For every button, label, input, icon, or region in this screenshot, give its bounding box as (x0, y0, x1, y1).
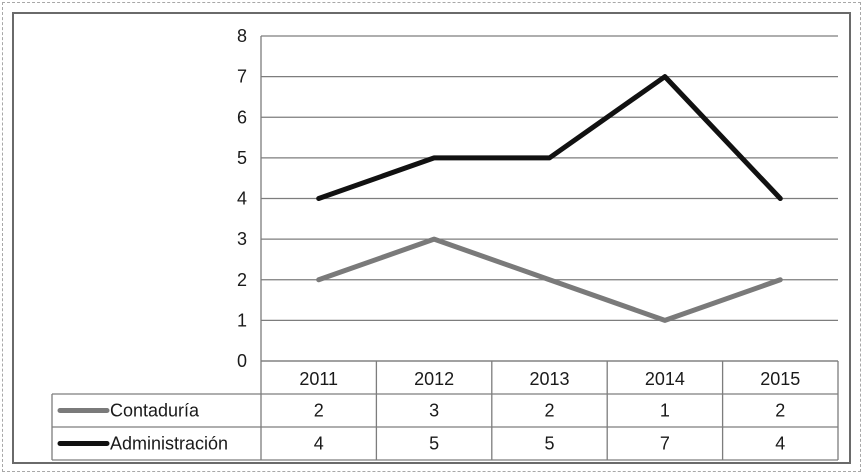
y-tick-label-0: 0 (237, 351, 247, 371)
legend-label-1: Administración (110, 434, 228, 454)
table-value-1-2: 5 (544, 434, 554, 454)
y-tick-label-6: 6 (237, 107, 247, 127)
chart-area-border (12, 12, 851, 464)
y-tick-label-8: 8 (237, 26, 247, 46)
table-value-1-4: 4 (775, 434, 785, 454)
table-value-1-1: 5 (429, 434, 439, 454)
table-value-0-1: 3 (429, 401, 439, 421)
legend-label-0: Contaduría (110, 401, 200, 421)
y-tick-label-2: 2 (237, 270, 247, 290)
y-tick-label-4: 4 (237, 189, 247, 209)
table-value-0-3: 1 (660, 401, 670, 421)
table-value-0-2: 2 (544, 401, 554, 421)
y-tick-label-3: 3 (237, 229, 247, 249)
x-category-label-2014: 2014 (645, 369, 685, 389)
table-value-0-4: 2 (775, 401, 785, 421)
y-tick-label-7: 7 (237, 67, 247, 87)
x-category-label-2011: 2011 (299, 369, 338, 389)
table-value-0-0: 2 (314, 401, 324, 421)
y-tick-label-5: 5 (237, 148, 247, 168)
x-category-label-2015: 2015 (760, 369, 800, 389)
table-value-1-3: 7 (660, 434, 670, 454)
table-value-1-0: 4 (314, 434, 324, 454)
y-tick-label-1: 1 (237, 310, 247, 330)
x-category-label-2013: 2013 (529, 369, 569, 389)
x-category-label-2012: 2012 (414, 369, 454, 389)
series-line-1 (316, 74, 783, 201)
